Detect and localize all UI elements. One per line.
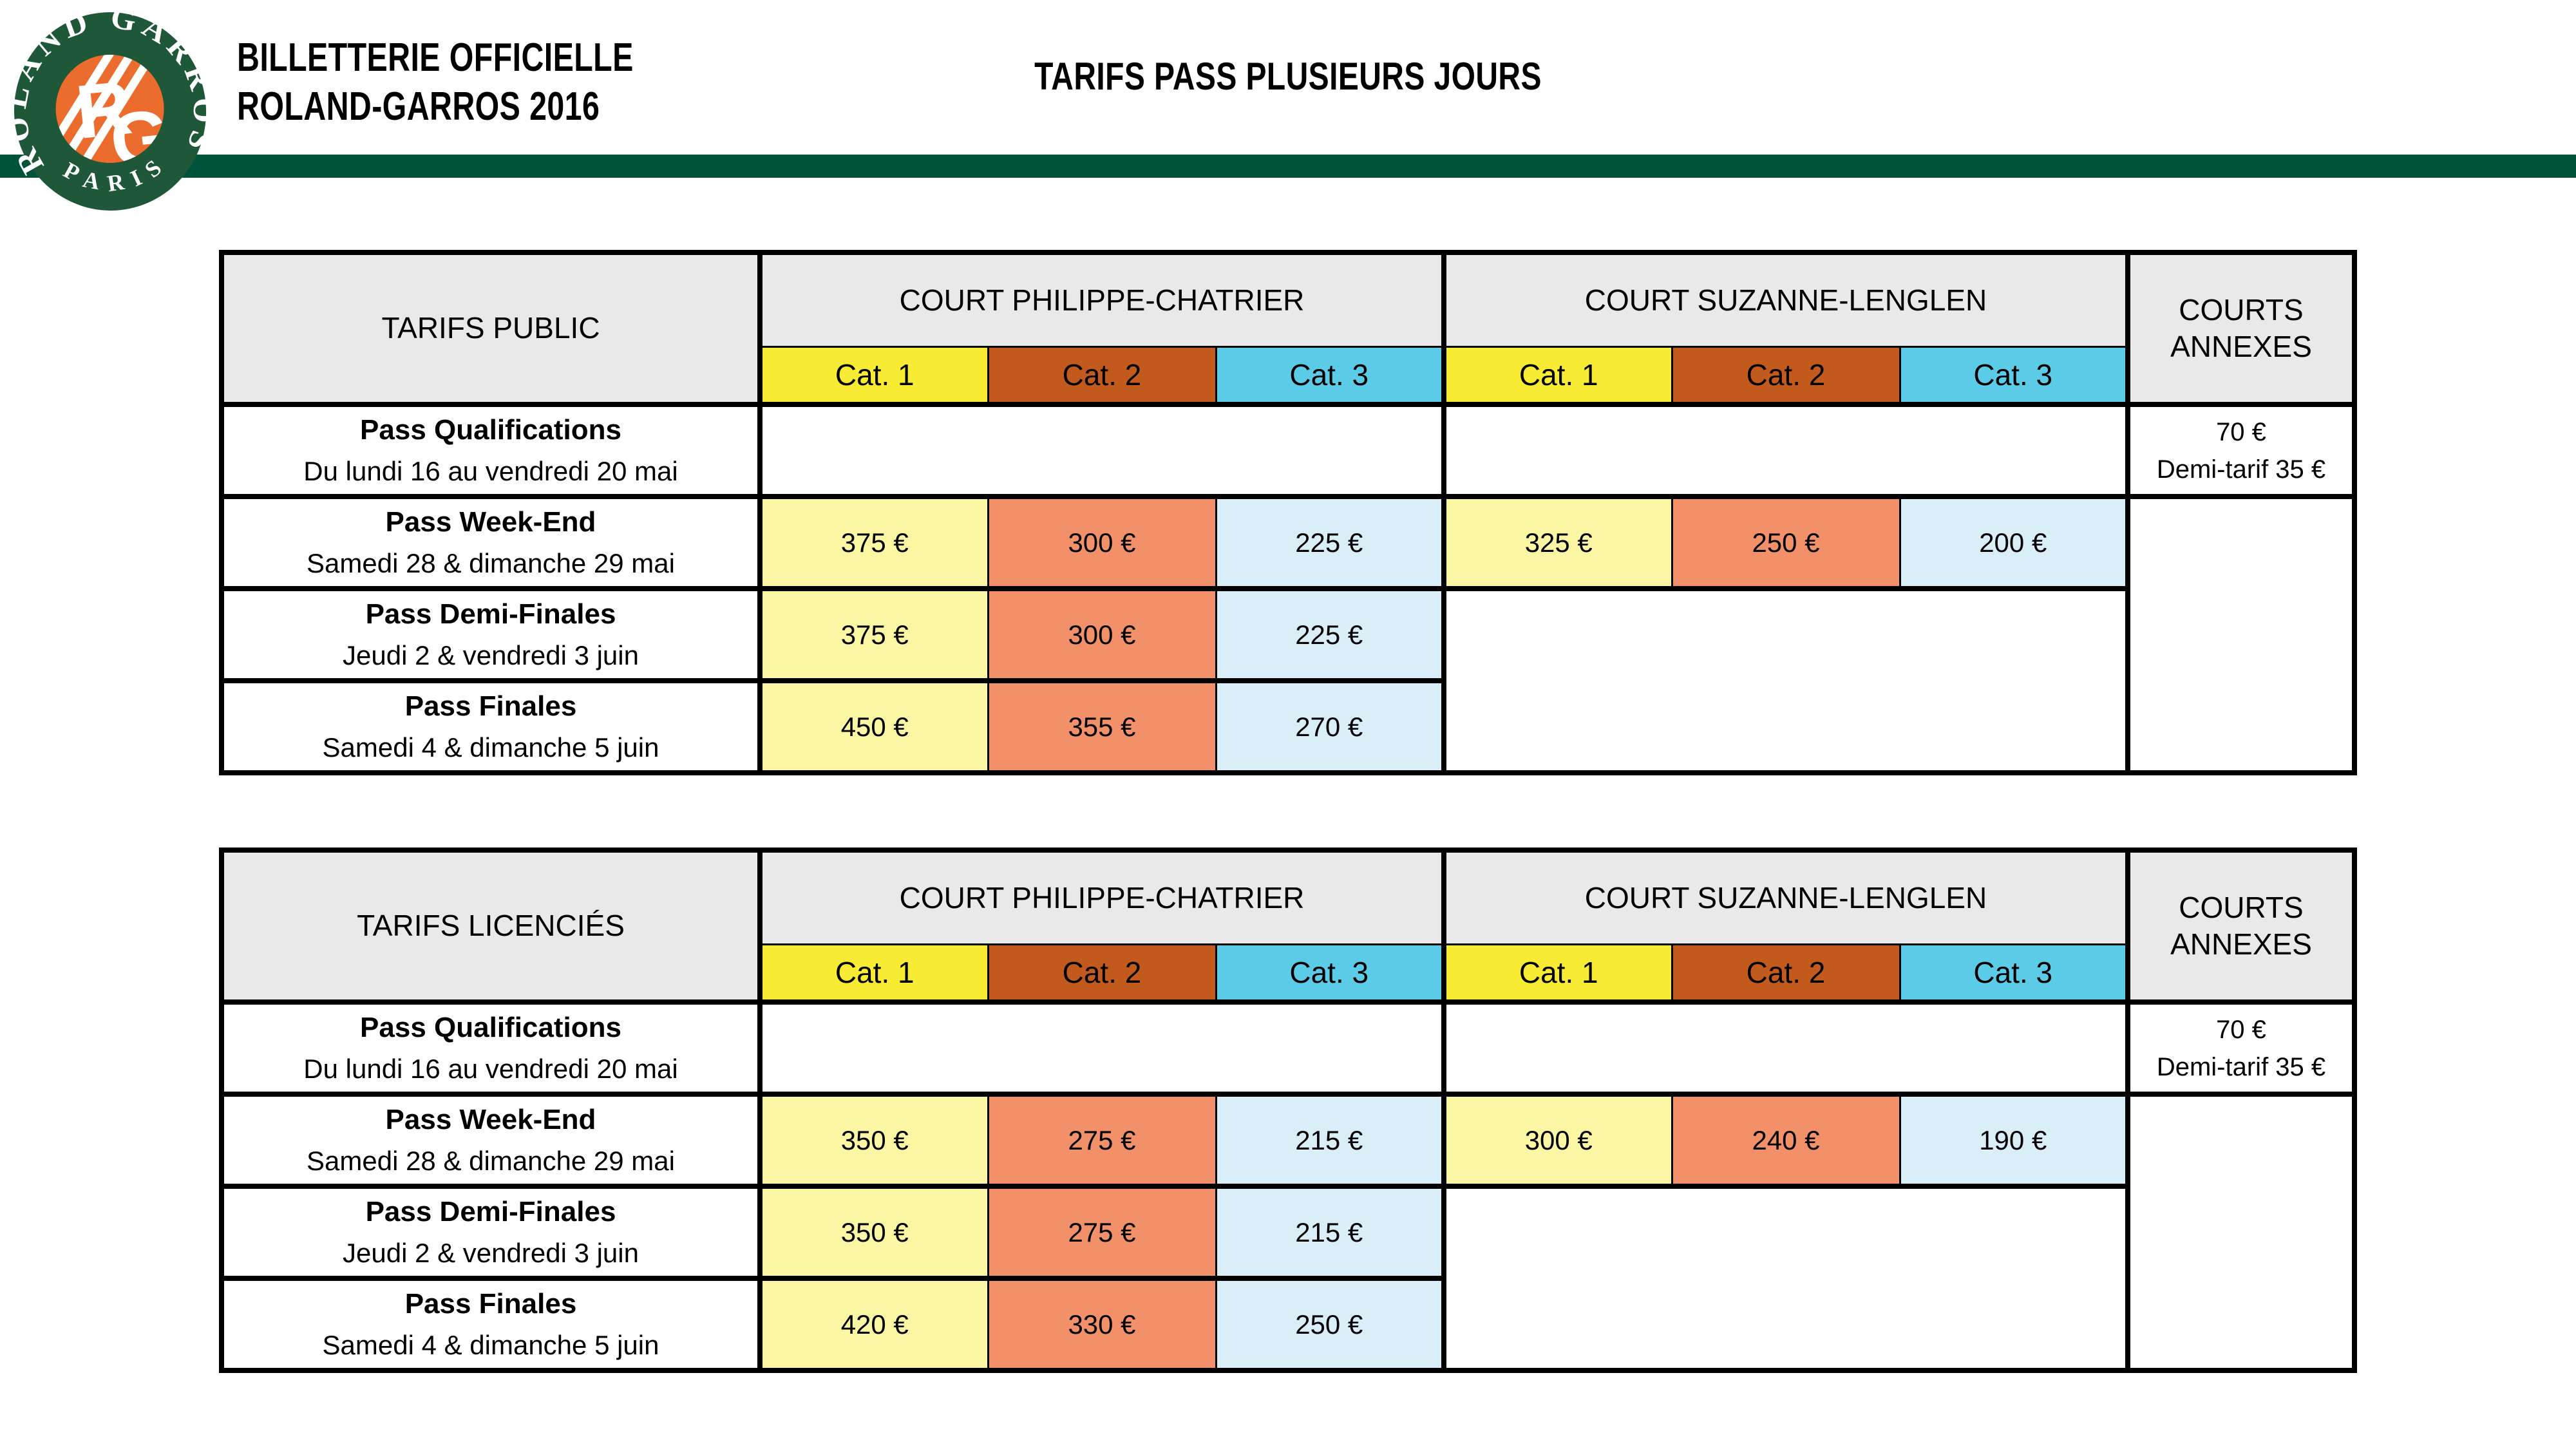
roland-garros-logo-icon: ROLAND GARROS PARIS R G bbox=[0, 0, 229, 211]
annexes-price-cell: 70 € Demi-tarif 35 € bbox=[2126, 403, 2356, 499]
page-title: TARIFS PASS PLUSIEURS JOURS bbox=[1034, 55, 1542, 98]
empty-cell bbox=[1443, 403, 2130, 499]
cat3-header: Cat. 3 bbox=[1215, 943, 1446, 1005]
price-cell: 300 € bbox=[987, 587, 1217, 683]
price-cell: 355 € bbox=[987, 679, 1217, 775]
cat1-header: Cat. 1 bbox=[1443, 943, 1673, 1005]
row-label: Pass Finales Samedi 4 & dimanche 5 juin bbox=[220, 679, 762, 775]
row-label: Pass Week-End Samedi 28 & dimanche 29 ma… bbox=[220, 495, 762, 591]
court-chatrier-header: COURT PHILIPPE-CHATRIER bbox=[759, 251, 1446, 348]
pass-date: Samedi 28 & dimanche 29 mai bbox=[307, 547, 675, 578]
price-cell: 325 € bbox=[1443, 495, 1673, 591]
cat1-header: Cat. 1 bbox=[1443, 345, 1673, 407]
empty-cell bbox=[2126, 495, 2356, 774]
price-cell: 350 € bbox=[759, 1093, 989, 1189]
pass-date: Du lundi 16 au vendredi 20 mai bbox=[303, 455, 678, 486]
roland-garros-logo: ROLAND GARROS PARIS R G bbox=[0, 0, 229, 213]
row-label: Pass Week-End Samedi 28 & dimanche 29 ma… bbox=[220, 1093, 762, 1189]
court-lenglen-header: COURT SUZANNE-LENGLEN bbox=[1443, 849, 2130, 945]
row-label: Pass Demi-Finales Jeudi 2 & vendredi 3 j… bbox=[220, 587, 762, 683]
pass-date: Du lundi 16 au vendredi 20 mai bbox=[303, 1053, 678, 1084]
pass-title: Pass Qualifications bbox=[360, 414, 621, 446]
price-cell: 300 € bbox=[1443, 1093, 1673, 1189]
brand-text-block: BILLETTERIE OFFICIELLE ROLAND-GARROS 201… bbox=[237, 33, 634, 131]
table-title-licencies: TARIFS LICENCIÉS bbox=[220, 849, 762, 1005]
courts-annexes-header: COURTS ANNEXES bbox=[2126, 849, 2356, 1005]
pass-title: Pass Finales bbox=[404, 1288, 577, 1320]
court-chatrier-header: COURT PHILIPPE-CHATRIER bbox=[759, 849, 1446, 945]
annexes-half-price: Demi-tarif 35 € bbox=[2156, 1052, 2326, 1081]
table-title-public: TARIFS PUBLIC bbox=[220, 251, 762, 407]
pass-title: Pass Qualifications bbox=[360, 1012, 621, 1044]
brand-green-bar bbox=[0, 155, 2576, 178]
price-cell: 375 € bbox=[759, 587, 989, 683]
price-cell: 275 € bbox=[987, 1185, 1217, 1281]
price-cell: 330 € bbox=[987, 1277, 1217, 1373]
row-label: Pass Finales Samedi 4 & dimanche 5 juin bbox=[220, 1277, 762, 1373]
pass-date: Jeudi 2 & vendredi 3 juin bbox=[343, 639, 639, 670]
cat3-header: Cat. 3 bbox=[1215, 345, 1446, 407]
price-cell: 300 € bbox=[987, 495, 1217, 591]
pass-date: Samedi 4 & dimanche 5 juin bbox=[322, 1329, 659, 1360]
annexes-half-price: Demi-tarif 35 € bbox=[2156, 455, 2326, 484]
row-label: Pass Demi-Finales Jeudi 2 & vendredi 3 j… bbox=[220, 1185, 762, 1281]
price-cell: 200 € bbox=[1899, 495, 2130, 591]
pass-title: Pass Demi-Finales bbox=[365, 1196, 616, 1228]
brand-line-1: BILLETTERIE OFFICIELLE bbox=[237, 35, 634, 80]
price-cell: 375 € bbox=[759, 495, 989, 591]
price-cell: 215 € bbox=[1215, 1185, 1446, 1281]
pass-date: Samedi 28 & dimanche 29 mai bbox=[307, 1145, 675, 1176]
price-cell: 450 € bbox=[759, 679, 989, 775]
court-lenglen-header: COURT SUZANNE-LENGLEN bbox=[1443, 251, 2130, 348]
cat3-header: Cat. 3 bbox=[1899, 943, 2130, 1005]
price-cell: 240 € bbox=[1671, 1093, 1901, 1189]
cat2-header: Cat. 2 bbox=[987, 943, 1217, 1005]
tarifs-public-table: TARIFS PUBLIC COURT PHILIPPE-CHATRIER CO… bbox=[219, 250, 2357, 775]
row-label: Pass Qualifications Du lundi 16 au vendr… bbox=[220, 403, 762, 499]
price-cell: 270 € bbox=[1215, 679, 1446, 775]
annexes-price: 70 € bbox=[2216, 1015, 2266, 1044]
pass-title: Pass Week-End bbox=[385, 506, 596, 538]
price-cell: 250 € bbox=[1671, 495, 1901, 591]
empty-cell bbox=[759, 403, 1446, 499]
price-cell: 225 € bbox=[1215, 495, 1446, 591]
empty-cell bbox=[2126, 1093, 2356, 1372]
price-cell: 215 € bbox=[1215, 1093, 1446, 1189]
price-cell: 275 € bbox=[987, 1093, 1217, 1189]
annexes-price: 70 € bbox=[2216, 417, 2266, 446]
pass-title: Pass Week-End bbox=[385, 1104, 596, 1136]
cat2-header: Cat. 2 bbox=[1671, 943, 1901, 1005]
cat3-header: Cat. 3 bbox=[1899, 345, 2130, 407]
price-cell: 250 € bbox=[1215, 1277, 1446, 1373]
price-cell: 225 € bbox=[1215, 587, 1446, 683]
logo-diagonal-stripes bbox=[50, 49, 160, 169]
empty-cell bbox=[759, 1001, 1446, 1097]
brand-line-2: ROLAND-GARROS 2016 bbox=[237, 84, 600, 129]
cat2-header: Cat. 2 bbox=[1671, 345, 1901, 407]
cat1-header: Cat. 1 bbox=[759, 345, 989, 407]
pass-date: Jeudi 2 & vendredi 3 juin bbox=[343, 1237, 639, 1268]
empty-cell bbox=[1443, 587, 2130, 775]
pass-title: Pass Demi-Finales bbox=[365, 598, 616, 630]
row-label: Pass Qualifications Du lundi 16 au vendr… bbox=[220, 1001, 762, 1097]
empty-cell bbox=[1443, 1185, 2130, 1373]
tarifs-licencies-table: TARIFS LICENCIÉS COURT PHILIPPE-CHATRIER… bbox=[219, 848, 2357, 1373]
pass-title: Pass Finales bbox=[404, 690, 577, 723]
pass-date: Samedi 4 & dimanche 5 juin bbox=[322, 732, 659, 762]
price-cell: 190 € bbox=[1899, 1093, 2130, 1189]
price-cell: 420 € bbox=[759, 1277, 989, 1373]
empty-cell bbox=[1443, 1001, 2130, 1097]
cat1-header: Cat. 1 bbox=[759, 943, 989, 1005]
price-cell: 350 € bbox=[759, 1185, 989, 1281]
cat2-header: Cat. 2 bbox=[987, 345, 1217, 407]
logo-monogram-r: R bbox=[72, 65, 136, 155]
annexes-price-cell: 70 € Demi-tarif 35 € bbox=[2126, 1001, 2356, 1097]
courts-annexes-header: COURTS ANNEXES bbox=[2126, 251, 2356, 407]
